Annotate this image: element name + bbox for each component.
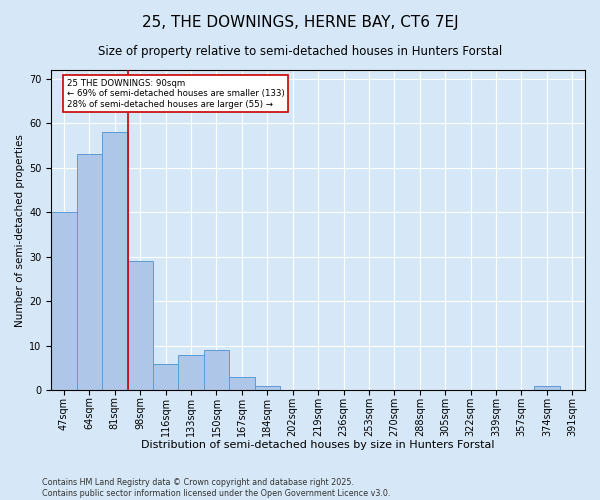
Bar bbox=[204, 350, 229, 390]
Bar bbox=[51, 212, 77, 390]
Bar bbox=[534, 386, 560, 390]
Bar bbox=[128, 261, 153, 390]
Bar bbox=[229, 377, 254, 390]
Text: Contains HM Land Registry data © Crown copyright and database right 2025.
Contai: Contains HM Land Registry data © Crown c… bbox=[42, 478, 391, 498]
Bar bbox=[77, 154, 102, 390]
Text: 25 THE DOWNINGS: 90sqm
← 69% of semi-detached houses are smaller (133)
28% of se: 25 THE DOWNINGS: 90sqm ← 69% of semi-det… bbox=[67, 79, 284, 108]
Bar bbox=[178, 354, 204, 390]
Bar bbox=[102, 132, 128, 390]
X-axis label: Distribution of semi-detached houses by size in Hunters Forstal: Distribution of semi-detached houses by … bbox=[142, 440, 495, 450]
Text: Size of property relative to semi-detached houses in Hunters Forstal: Size of property relative to semi-detach… bbox=[98, 45, 502, 58]
Bar bbox=[254, 386, 280, 390]
Text: 25, THE DOWNINGS, HERNE BAY, CT6 7EJ: 25, THE DOWNINGS, HERNE BAY, CT6 7EJ bbox=[142, 15, 458, 30]
Bar bbox=[153, 364, 178, 390]
Y-axis label: Number of semi-detached properties: Number of semi-detached properties bbox=[15, 134, 25, 326]
